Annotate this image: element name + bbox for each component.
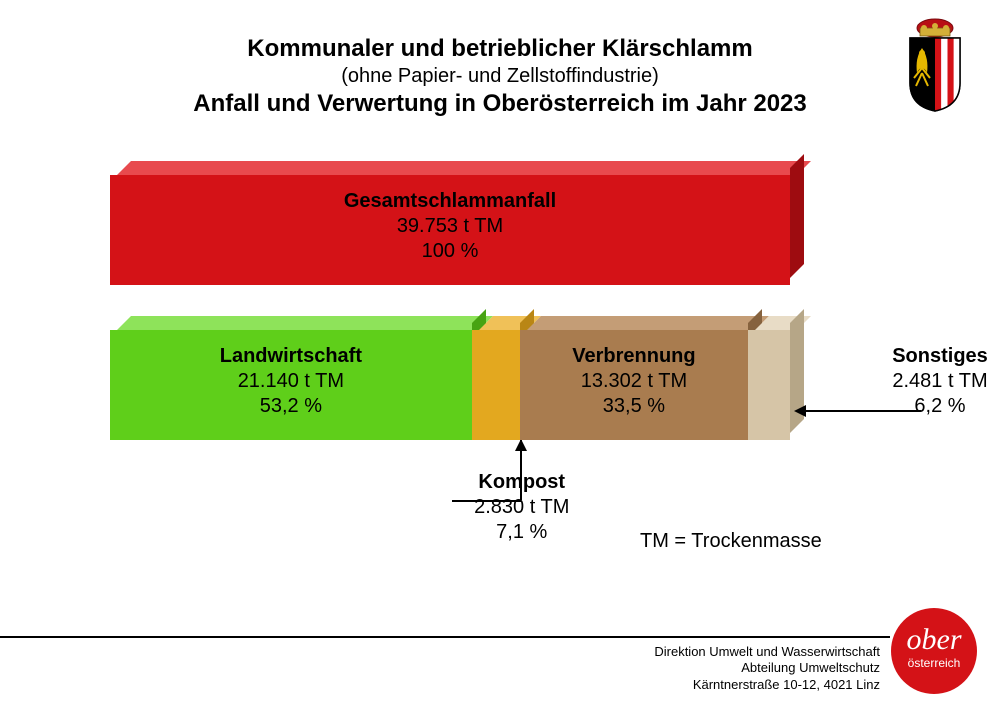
footer-line-3: Kärntnerstraße 10-12, 4021 Linz [654,677,880,693]
bar-label-sonstiges: Sonstiges2.481 t TM6,2 % [850,344,1000,419]
segment-value: 2.481 t TM [850,369,1000,394]
segment-value: 21.140 t TM [90,369,492,394]
bar-label-total: Gesamtschlammanfall39.753 t TM100 % [110,189,790,264]
bar-label-kompost: Kompost2.830 t TM7,1 % [412,470,632,545]
segment-percent: 7,1 % [412,520,632,545]
segment-name: Gesamtschlammanfall [110,189,790,214]
segment-value: 39.753 t TM [110,214,790,239]
segment-percent: 100 % [110,239,790,264]
footer-text: Direktion Umwelt und Wasserwirtschaft Ab… [654,644,880,693]
svg-text:ober: ober [907,623,962,656]
segment-name: Kompost [412,470,632,495]
title-line-3: Anfall und Verwertung in Oberösterreich … [0,90,1000,118]
segment-name: Landwirtschaft [90,344,492,369]
footer-line-2: Abteilung Umweltschutz [654,660,880,676]
segment-value: 2.830 t TM [412,495,632,520]
footer-line-1: Direktion Umwelt und Wasserwirtschaft [654,644,880,660]
segment-value: 13.302 t TM [500,369,768,394]
segment-name: Sonstiges [850,344,1000,369]
segment-name: Verbrennung [500,344,768,369]
segment-percent: 53,2 % [90,394,492,419]
segment-percent: 33,5 % [500,394,768,419]
footer-rule [0,636,890,638]
title-line-2: (ohne Papier- und Zellstoffindustrie) [0,65,1000,88]
segment-percent: 6,2 % [850,394,1000,419]
bar-sonstiges [748,330,790,440]
bar-label-landwirtschaft: Landwirtschaft21.140 t TM53,2 % [90,344,492,419]
chart-title: Kommunaler und betrieblicher Klärschlamm… [0,35,1000,118]
logo-sub: österreich [908,656,961,670]
ober-oesterreich-logo: ober österreich [890,607,978,695]
bar-label-verbrennung: Verbrennung13.302 t TM33,5 % [500,344,768,419]
title-line-1: Kommunaler und betrieblicher Klärschlamm [0,35,1000,63]
tm-footnote: TM = Trockenmasse [640,530,822,553]
